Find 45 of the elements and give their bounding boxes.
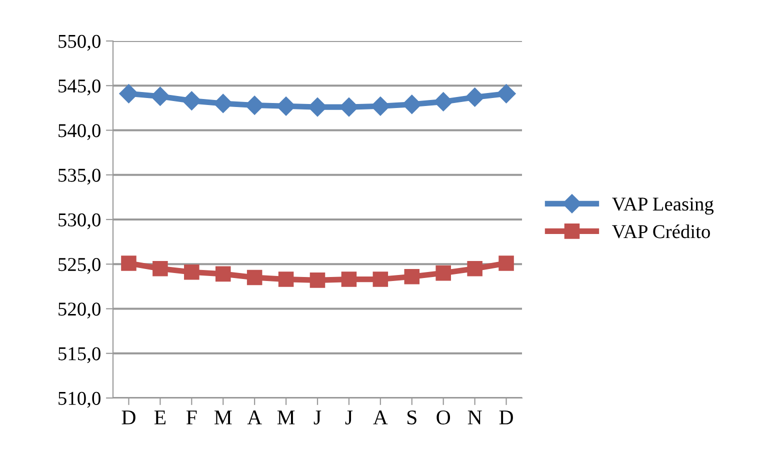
- x-tick-label: J: [345, 410, 353, 424]
- legend-label: VAP Crédito: [612, 224, 710, 238]
- point: [121, 256, 136, 271]
- point: [434, 92, 453, 112]
- y-tick-label: 545,0: [58, 79, 100, 96]
- point: [402, 94, 422, 114]
- x-tick-label: F: [186, 410, 197, 424]
- y-tick-label: 515,0: [58, 347, 100, 364]
- point: [310, 272, 326, 288]
- x-tick-label: M: [214, 410, 232, 424]
- x-tick-label: E: [154, 410, 166, 424]
- x-tick-label: O: [436, 410, 450, 424]
- y-tick-label: 530,0: [58, 213, 100, 230]
- x-tick-label: S: [407, 410, 416, 424]
- x-tick-label: N: [468, 410, 482, 424]
- y-tick-label: 520,0: [58, 302, 100, 318]
- point: [496, 84, 516, 104]
- point: [214, 94, 233, 114]
- x-tick-label: M: [277, 410, 295, 424]
- point: [152, 260, 168, 276]
- point: [184, 264, 200, 280]
- point: [278, 272, 294, 287]
- point: [498, 256, 514, 271]
- point: [119, 84, 138, 104]
- y-tick-label: 525,0: [58, 258, 100, 274]
- legend-label: VAP Leasing: [612, 198, 714, 215]
- point: [404, 268, 420, 284]
- x-tick-label: A: [247, 410, 262, 424]
- x-tick-label: D: [122, 410, 136, 424]
- point: [372, 272, 388, 287]
- y-tick-label: 510,0: [58, 392, 100, 408]
- point: [341, 272, 357, 287]
- point: [465, 88, 484, 107]
- y-tick-label: 540,0: [58, 124, 100, 140]
- point: [467, 260, 482, 276]
- x-tick-label: J: [314, 410, 322, 424]
- point: [182, 91, 202, 110]
- y-tick-label: 535,0: [58, 168, 100, 185]
- point: [246, 270, 262, 286]
- point: [436, 265, 451, 281]
- x-tick-label: D: [499, 410, 513, 424]
- point: [215, 266, 231, 282]
- x-tick-label: A: [373, 410, 388, 424]
- y-tick-label: 550,0: [58, 34, 100, 51]
- point: [150, 86, 170, 106]
